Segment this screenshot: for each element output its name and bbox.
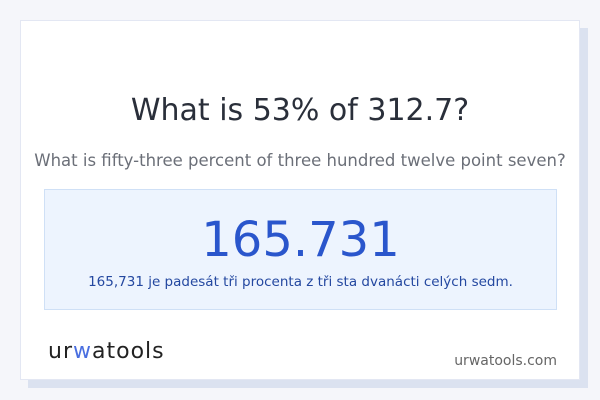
logo: urwatools xyxy=(48,339,165,364)
answer-words: 165,731 je padesát tři procenta z tři st… xyxy=(88,274,513,290)
logo-accent: w xyxy=(73,339,92,364)
question-words: What is fifty-three percent of three hun… xyxy=(34,151,566,170)
page-title: What is 53% of 312.7? xyxy=(130,93,470,128)
answer-value: 165.731 xyxy=(201,212,400,268)
result-card: What is 53% of 312.7? What is fifty-thre… xyxy=(20,20,580,380)
logo-part: atools xyxy=(92,339,165,364)
logo-part: ur xyxy=(48,339,73,364)
answer-box: 165.731 165,731 je padesát tři procenta … xyxy=(44,189,557,310)
site-url: urwatools.com xyxy=(454,353,557,369)
